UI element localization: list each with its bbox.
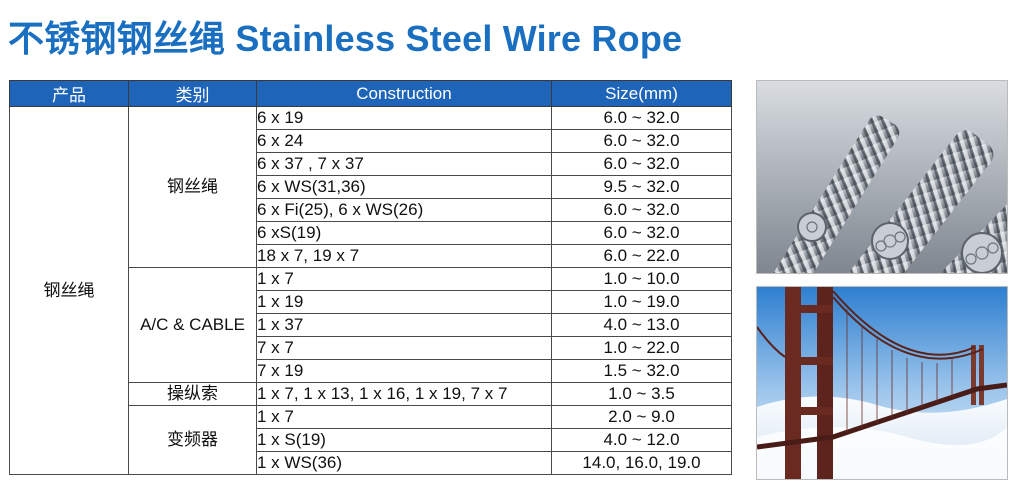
col-header-size: Size(mm) (551, 80, 732, 107)
table-row: 7 x 7 1.0 ~ 22.0 (10, 336, 732, 360)
construction-cell: 6 x Fi(25), 6 x WS(26) (256, 198, 552, 222)
category-cell: 变频器 (128, 405, 257, 475)
table-row: 变频器 1 x 7 2.0 ~ 9.0 (10, 405, 732, 475)
size-cell: 1.5 ~ 32.0 (551, 359, 732, 383)
construction-cell: 6 x 24 (256, 129, 552, 153)
construction-cell: 1 x 37 (256, 313, 552, 337)
size-cell: 9.5 ~ 32.0 (551, 175, 732, 199)
wire-rope-photo (756, 80, 1008, 274)
size-cell: 2.0 ~ 9.0 (551, 405, 732, 429)
col-header-category: 类别 (128, 80, 257, 107)
table-row: 6 xS(19) 6.0 ~ 32.0 (10, 221, 732, 245)
size-cell: 6.0 ~ 22.0 (551, 244, 732, 268)
size-cell: 4.0 ~ 12.0 (551, 428, 732, 452)
page-title: 不锈钢钢丝绳 Stainless Steel Wire Rope (8, 10, 682, 62)
size-cell: 1.0 ~ 19.0 (551, 290, 732, 314)
construction-cell: 6 x 37 , 7 x 37 (256, 152, 552, 176)
construction-cell: 1 x 7 (256, 267, 552, 291)
size-cell: 1.0 ~ 10.0 (551, 267, 732, 291)
size-cell: 1.0 ~ 22.0 (551, 336, 732, 360)
table-row: 6 x WS(31,36) 9.5 ~ 32.0 (10, 175, 732, 199)
size-cell: 6.0 ~ 32.0 (551, 221, 732, 245)
table-row: 6 x Fi(25), 6 x WS(26) 6.0 ~ 32.0 (10, 198, 732, 222)
construction-cell: 1 x 7, 1 x 13, 1 x 16, 1 x 19, 7 x 7 (256, 382, 552, 406)
title-cn: 不锈钢钢丝绳 (8, 18, 226, 59)
construction-cell: 18 x 7, 19 x 7 (256, 244, 552, 268)
table-row: 钢丝绳 钢丝绳 6 x 19 6.0 ~ 32.0 (9, 106, 732, 475)
construction-cell: 1 x 19 (256, 290, 552, 314)
col-header-product: 产品 (9, 80, 129, 107)
suspension-bridge-photo (756, 286, 1008, 480)
table-row: 1 x WS(36) 14.0, 16.0, 19.0 (10, 451, 732, 475)
category-cell: 钢丝绳 (128, 106, 257, 268)
table-row: A/C & CABLE 1 x 7 1.0 ~ 10.0 (10, 267, 732, 383)
spec-table: 产品 类别 Construction Size(mm) 钢丝绳 钢丝绳 6 x 19… (9, 80, 732, 475)
construction-cell: 1 x S(19) (256, 428, 552, 452)
construction-cell: 6 x 19 (256, 106, 552, 130)
construction-cell: 1 x 7 (256, 405, 552, 429)
title-en: Stainless Steel Wire Rope (235, 18, 683, 59)
table-row: 6 x 24 6.0 ~ 32.0 (10, 129, 732, 153)
table-body: 钢丝绳 钢丝绳 6 x 19 6.0 ~ 32.0 6 x 24 6.0 ~ 32.0 6 … (9, 106, 732, 475)
size-cell: 4.0 ~ 13.0 (551, 313, 732, 337)
construction-cell: 7 x 19 (256, 359, 552, 383)
construction-cell: 1 x WS(36) (256, 451, 552, 475)
size-cell: 1.0 ~ 3.5 (551, 382, 732, 406)
size-cell: 14.0, 16.0, 19.0 (551, 451, 732, 475)
size-cell: 6.0 ~ 32.0 (551, 152, 732, 176)
table-header-row: 产品 类别 Construction Size(mm) (9, 80, 732, 107)
table-row: 1 x 19 1.0 ~ 19.0 (10, 290, 732, 314)
size-cell: 6.0 ~ 32.0 (551, 129, 732, 153)
construction-cell: 6 x WS(31,36) (256, 175, 552, 199)
construction-cell: 6 xS(19) (256, 221, 552, 245)
size-cell: 6.0 ~ 32.0 (551, 106, 732, 130)
table-row: 18 x 7, 19 x 7 6.0 ~ 22.0 (10, 244, 732, 268)
category-cell: A/C & CABLE (128, 267, 257, 383)
size-cell: 6.0 ~ 32.0 (551, 198, 732, 222)
category-cell: 操纵索 (128, 382, 257, 406)
col-header-construction: Construction (256, 80, 552, 107)
table-row: 1 x S(19) 4.0 ~ 12.0 (10, 428, 732, 452)
product-cell: 钢丝绳 (9, 106, 129, 475)
construction-cell: 7 x 7 (256, 336, 552, 360)
